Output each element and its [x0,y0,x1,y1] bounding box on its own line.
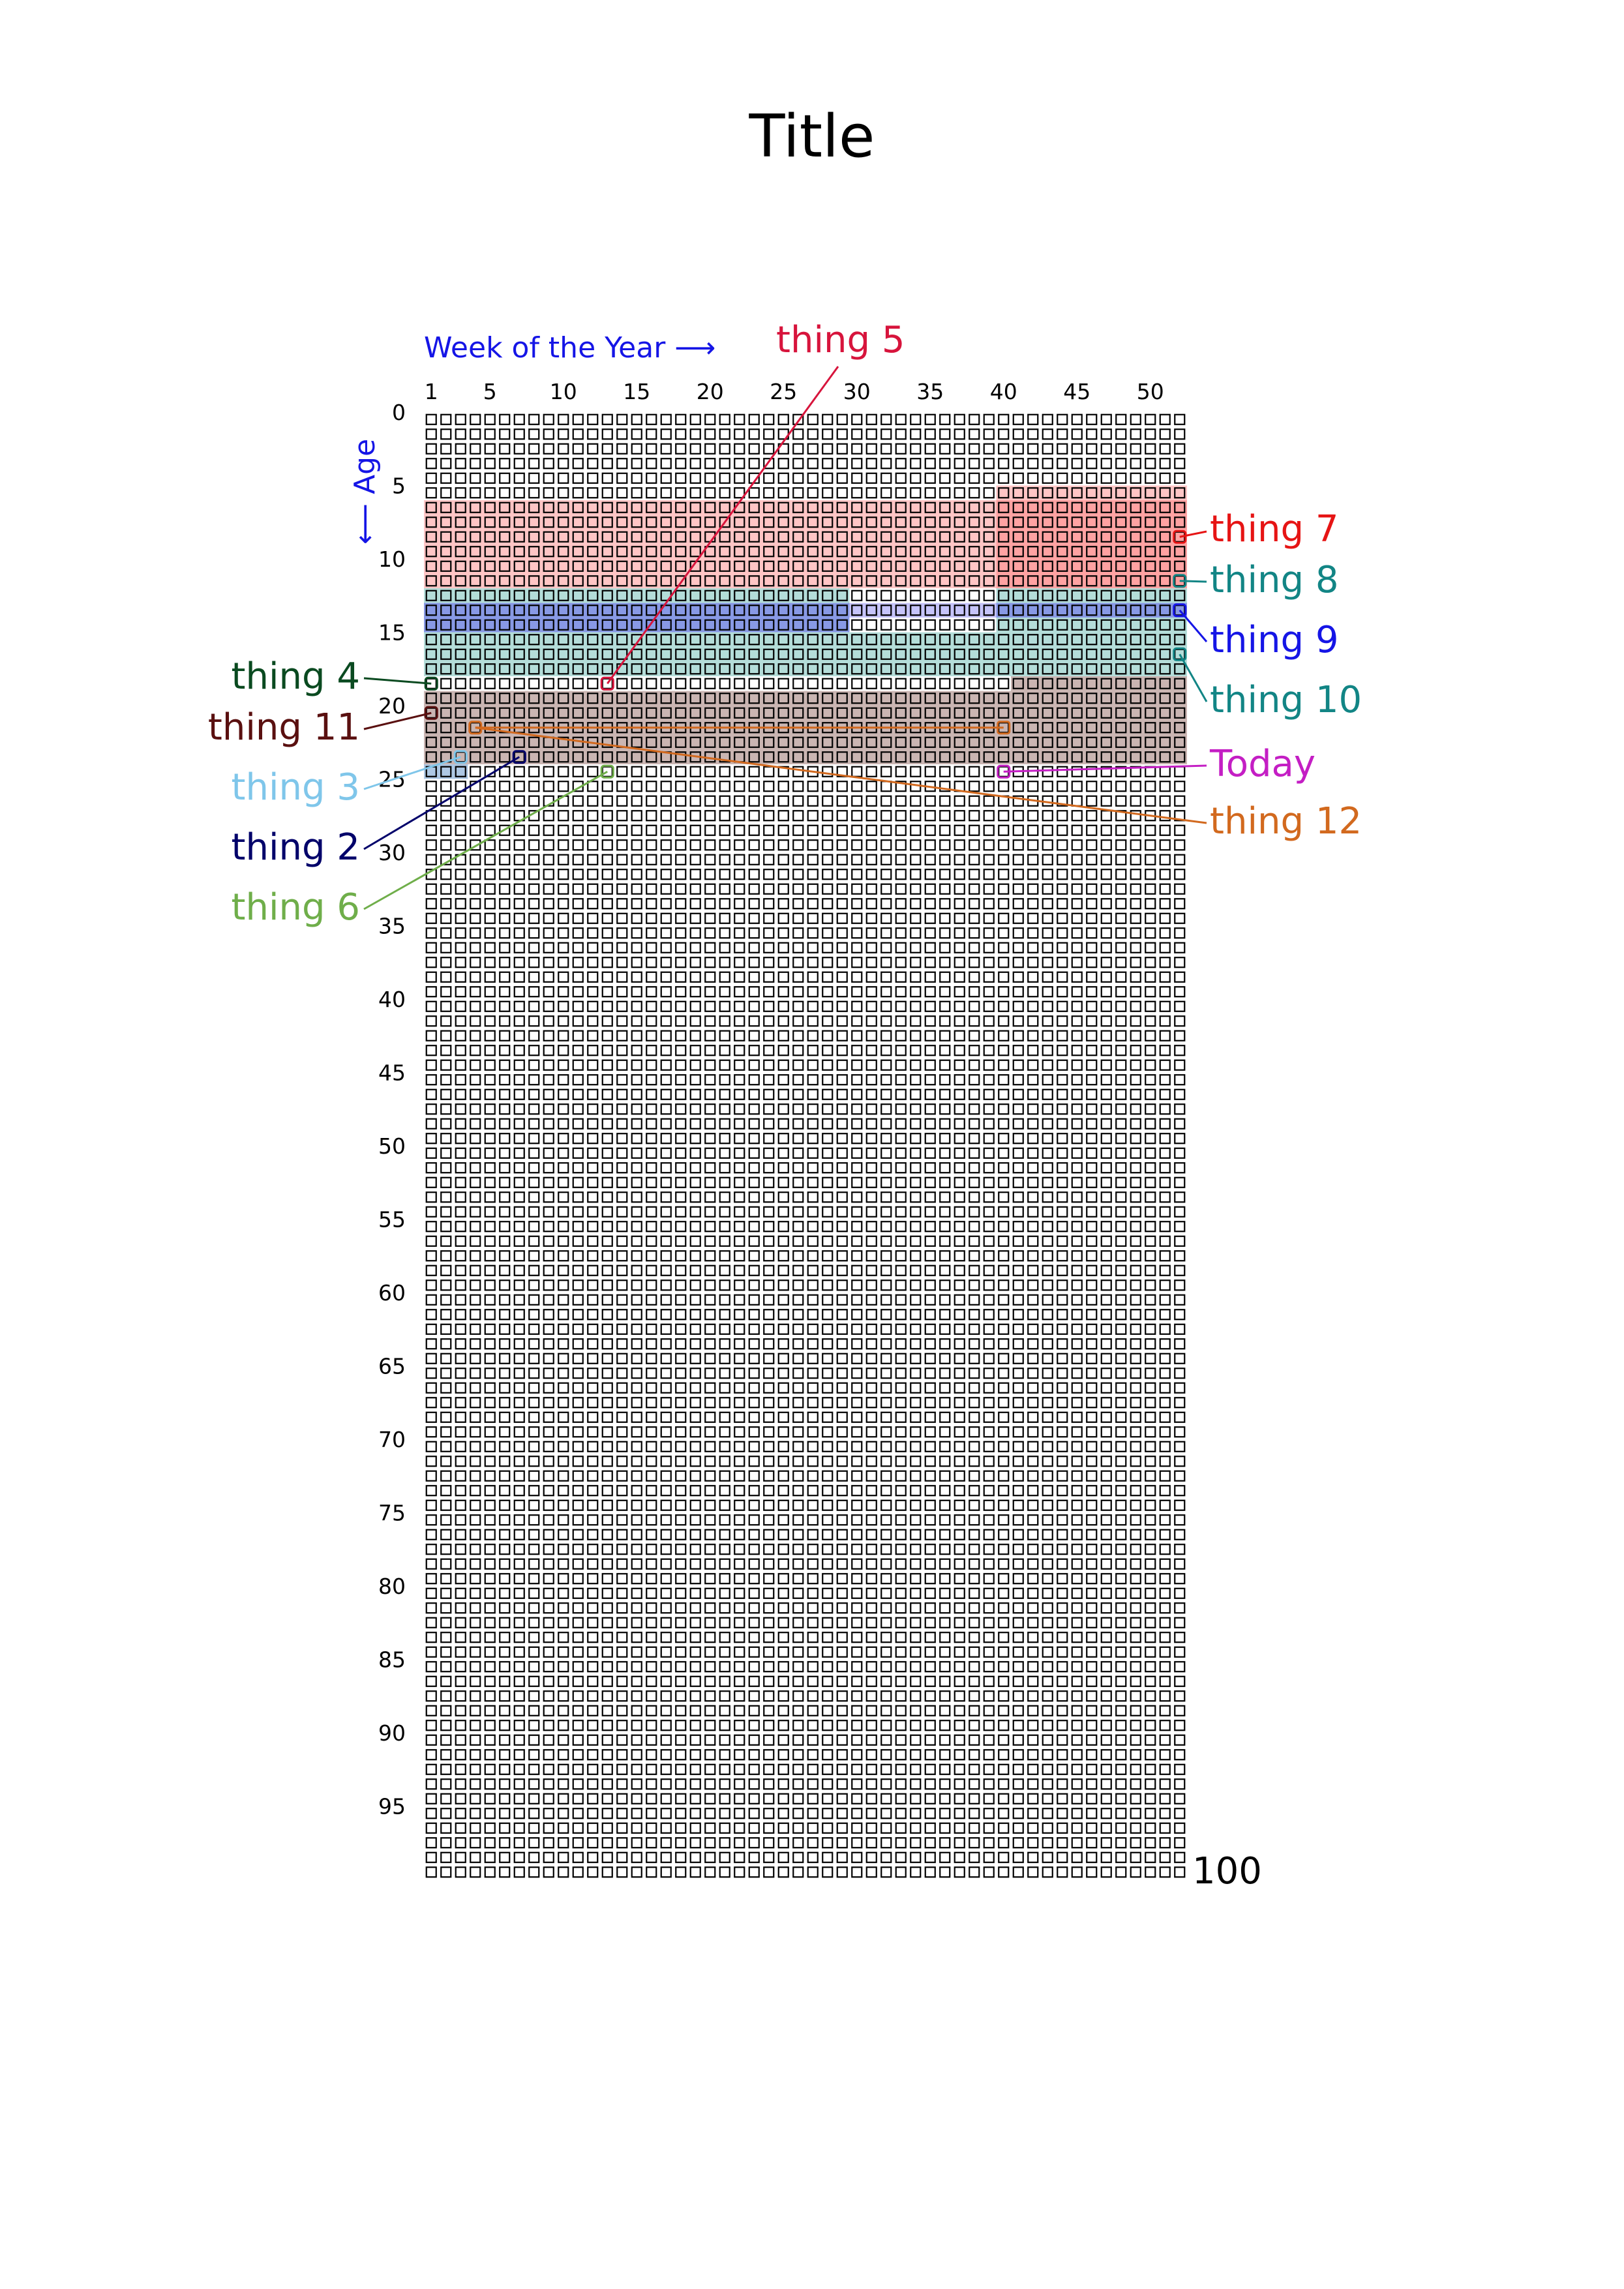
x-tick-label: 20 [697,379,724,404]
x-tick-label: 10 [550,379,577,404]
marker [453,750,468,764]
marker [997,721,1011,735]
annotation-today: Today [997,743,1316,785]
marker [1173,574,1187,588]
x-axis-label: Week of the Year ⟶ [424,331,715,365]
leader-line [363,770,608,910]
y-tick-label: 55 [378,1207,406,1233]
leader-line [363,756,520,850]
y-tick-label: 40 [378,987,406,1012]
annotation-label: thing 2 [232,826,360,869]
y-tick-label: 75 [378,1501,406,1526]
x-tick-label: 30 [843,379,871,404]
y-tick-label: 20 [378,693,406,719]
x-tick-label: 25 [770,379,797,404]
annotation-label: thing 8 [1210,559,1338,601]
x-tick-label: 5 [483,379,497,404]
y-axis-label: ⟵ Age [348,439,382,545]
x-tick-label: 35 [916,379,944,404]
y-tick-label: 50 [378,1133,406,1159]
x-tick-label: 50 [1137,379,1164,404]
annotation-thing-5: thing 5 [600,319,905,691]
y-tick-label: 70 [378,1427,406,1452]
y-axis-end-label: 100 [1192,1850,1262,1893]
annotation-label: thing 4 [232,655,360,698]
annotation-label: thing 10 [1210,679,1362,721]
x-tick-label: 15 [623,379,650,404]
marker [997,764,1011,779]
annotation-label: thing 11 [208,706,360,749]
annotation-thing-2: thing 2 [232,750,526,869]
annotation-thing-11: thing 11 [208,706,438,749]
x-tick-label: 40 [990,379,1017,404]
y-tick-label: 15 [378,620,406,646]
annotation-label: thing 3 [232,766,360,809]
week-boxes [424,412,1187,1879]
annotation-thing-12: thing 12 [468,721,1362,843]
annotation-label: thing 5 [776,319,905,361]
y-tick-label: 0 [392,400,406,425]
annotation-thing-4: thing 4 [232,655,438,698]
leader-line [607,366,839,685]
y-tick-label: 85 [378,1647,406,1673]
y-tick-label: 45 [378,1060,406,1086]
y-tick-label: 60 [378,1280,406,1306]
annotation-thing-6: thing 6 [232,764,614,929]
annotation-label: Today [1209,743,1316,785]
annotation-label: thing 12 [1210,800,1362,843]
annotation-thing-8: thing 8 [1173,559,1338,601]
y-tick-label: 35 [378,914,406,939]
marker [424,706,438,720]
leader-line [1179,580,1207,583]
annotation-thing-9: thing 9 [1173,603,1338,661]
marker [1173,603,1187,618]
y-tick-label: 5 [392,473,406,499]
annotation-thing-3: thing 3 [232,750,468,809]
title: Title [749,102,875,171]
leader-line [363,677,432,685]
marker [1173,647,1187,661]
marker [424,676,438,691]
leader-line [1179,530,1207,538]
leader-line [1179,653,1208,702]
y-tick-label: 80 [378,1574,406,1599]
leader-line [475,726,1207,824]
annotation-thing-10: thing 10 [1173,647,1362,721]
annotation-thing-7: thing 7 [1173,508,1338,550]
y-tick-label: 90 [378,1720,406,1746]
marker [1173,530,1187,544]
annotation-label: thing 6 [232,886,360,929]
y-tick-label: 10 [378,546,406,572]
annotation-label: thing 9 [1210,619,1338,661]
y-tick-label: 65 [378,1354,406,1379]
y-tick-label: 30 [378,840,406,865]
leader-line [363,711,432,730]
marker [468,721,483,735]
annotation-label: thing 7 [1210,508,1338,550]
marker [600,764,614,779]
marker [600,676,614,691]
annotations: thing 5 thing 7 thing 8 thing 9 thing 10 Toda… [208,319,1362,929]
x-axis-ticks: 1 5 10 15 20 25 30 35 40 45 50 [425,379,1164,404]
y-tick-label: 95 [378,1794,406,1819]
leader-line [363,756,461,790]
x-tick-label: 1 [425,379,438,404]
week-grid [424,412,1187,1879]
leader-line [1003,764,1207,773]
marker [512,750,526,764]
x-tick-label: 45 [1063,379,1090,404]
